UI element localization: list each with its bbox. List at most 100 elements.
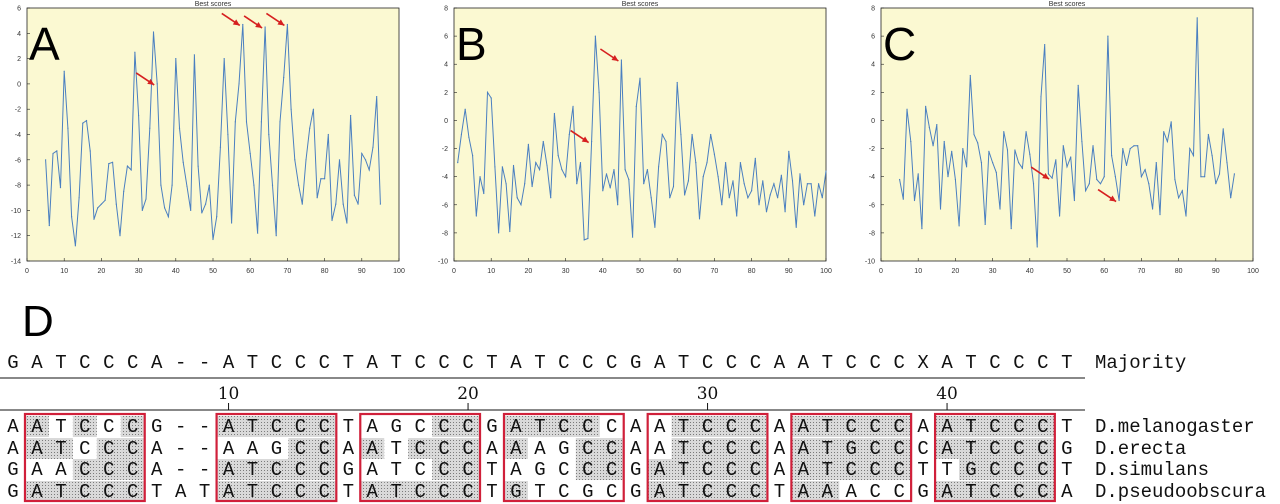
data-point <box>803 204 805 206</box>
data-point <box>190 209 192 211</box>
data-point <box>728 197 730 199</box>
sequence-base: T <box>917 459 928 481</box>
data-point <box>1192 154 1195 157</box>
majority-base: C <box>989 352 1000 374</box>
data-point <box>1047 173 1049 175</box>
sequence-base: C <box>558 459 569 481</box>
data-point <box>676 81 678 84</box>
sequence-base: C <box>726 416 737 438</box>
shaded-cell <box>719 481 744 502</box>
data-point <box>305 159 307 161</box>
x-tick-label: 90 <box>1212 268 1220 275</box>
chart-panel-a: Best scores A 0 10 20 30 40 50 60 70 80 90 100-14-… <box>11 1 405 275</box>
data-point <box>1211 154 1213 157</box>
majority-base: - <box>199 352 210 374</box>
data-point <box>45 159 47 161</box>
shaded-cell <box>719 459 744 480</box>
data-point <box>988 150 990 152</box>
shaded-cell <box>719 438 744 459</box>
data-point <box>1085 190 1087 192</box>
data-point <box>788 150 790 152</box>
shaded-cell <box>863 459 888 480</box>
data-point <box>67 127 69 129</box>
sequence-base: G <box>630 459 641 481</box>
y-tick-label: 2 <box>17 56 21 63</box>
majority-base: A <box>31 352 43 374</box>
sequence-base: A <box>510 438 522 460</box>
data-point <box>201 212 203 214</box>
data-point <box>138 114 140 117</box>
x-tick-label: 60 <box>673 268 681 275</box>
data-point <box>1088 183 1090 185</box>
data-point <box>338 159 341 161</box>
data-point <box>1073 199 1076 202</box>
shaded-cell <box>408 481 433 502</box>
majority-base: T <box>55 352 66 374</box>
data-point <box>602 190 604 192</box>
data-point <box>1125 164 1128 167</box>
data-point <box>1070 156 1072 158</box>
shaded-cell <box>312 416 337 437</box>
data-point <box>568 133 570 136</box>
shaded-cell <box>791 416 816 437</box>
shaded-cell <box>743 438 768 459</box>
y-tick-label: 4 <box>17 31 21 38</box>
data-point <box>1055 159 1057 161</box>
data-point <box>1189 147 1191 150</box>
sequence-base: C <box>750 459 761 481</box>
data-point <box>691 133 693 136</box>
data-point <box>353 194 355 196</box>
chart-plot-area <box>26 7 400 262</box>
shaded-cell <box>647 459 672 480</box>
data-point <box>932 145 934 147</box>
data-point <box>825 170 827 172</box>
x-tick-label: 70 <box>1138 268 1146 275</box>
data-point <box>475 215 477 217</box>
shaded-cell <box>240 459 265 480</box>
data-point <box>1155 162 1157 164</box>
sequence-base: C <box>462 481 473 503</box>
data-point <box>160 184 162 186</box>
shaded-cell <box>72 459 97 480</box>
shaded-cell <box>1006 481 1031 502</box>
data-point <box>175 58 177 60</box>
data-point <box>954 178 956 181</box>
data-point <box>52 152 54 155</box>
data-point <box>769 194 771 196</box>
sequence-base: A <box>223 459 235 481</box>
y-tick-label: -6 <box>15 157 21 164</box>
data-point <box>516 197 518 199</box>
data-point <box>234 121 236 123</box>
data-point <box>223 58 225 60</box>
data-point <box>1036 246 1038 248</box>
sequence-base: C <box>893 438 904 460</box>
data-point <box>969 74 971 77</box>
data-point <box>583 239 585 241</box>
sequence-base: G <box>1061 438 1072 460</box>
shaded-cell <box>312 438 337 459</box>
sequence-base: A <box>510 459 522 481</box>
sequence-base: C <box>869 416 880 438</box>
y-tick-label: 2 <box>444 90 448 97</box>
data-point <box>286 23 288 26</box>
shaded-cell <box>527 416 552 437</box>
data-point <box>739 162 742 164</box>
data-point <box>141 209 143 211</box>
sequence-base: C <box>989 459 1000 481</box>
y-tick-label: 0 <box>17 81 21 88</box>
data-point <box>171 184 173 186</box>
sequence-base: A <box>534 438 546 460</box>
data-point <box>1144 169 1146 171</box>
data-point <box>817 183 820 185</box>
sequence-base: G <box>582 481 593 503</box>
x-tick-label: 100 <box>820 268 832 275</box>
shaded-cell <box>695 481 720 502</box>
majority-base: C <box>726 352 737 374</box>
y-tick-label: -2 <box>15 107 21 114</box>
data-point <box>472 154 474 157</box>
data-point <box>275 235 277 237</box>
data-point <box>364 159 367 161</box>
y-tick-label: 2 <box>871 90 875 97</box>
shaded-cell <box>863 416 888 437</box>
majority-base: A <box>798 352 810 374</box>
